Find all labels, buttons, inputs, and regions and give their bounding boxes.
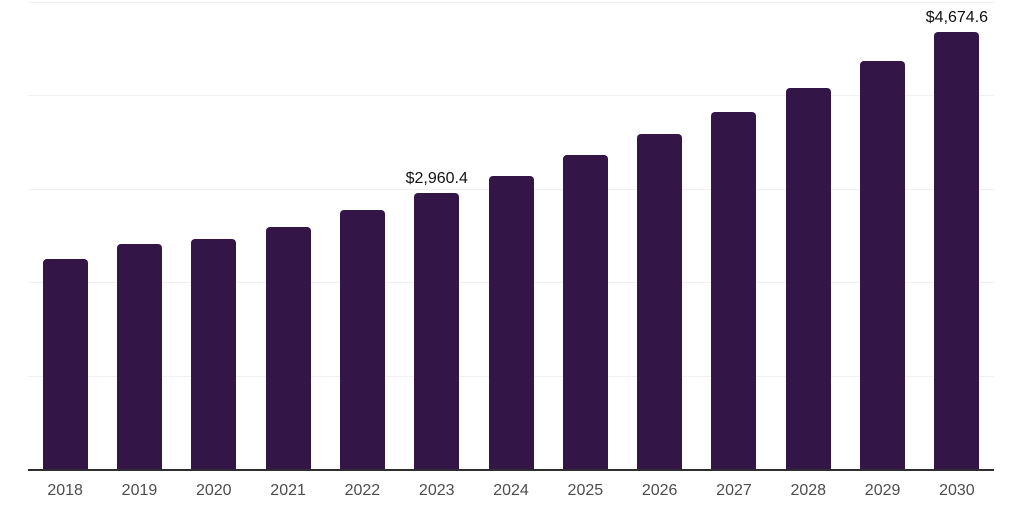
x-axis-line <box>28 469 994 471</box>
bar-slot <box>548 2 622 470</box>
bar <box>414 192 460 470</box>
bar-slot: $4,674.6 <box>920 2 994 470</box>
gridline <box>28 1 994 3</box>
bar <box>711 112 757 470</box>
bar <box>42 259 88 470</box>
value-label: $4,674.6 <box>925 9 989 27</box>
x-tick-label: 2026 <box>641 482 678 499</box>
gridline <box>28 95 994 97</box>
bar <box>339 209 385 470</box>
bars-track: $2,960.4 $4,674.6 <box>28 2 994 470</box>
x-axis-labels: 2018 2019 2020 2021 2022 2023 2024 2025 2026 2027… <box>28 481 994 500</box>
bar-slot <box>102 2 176 470</box>
bar-slot <box>251 2 325 470</box>
bar <box>191 238 237 470</box>
x-tick-label: 2018 <box>47 482 83 499</box>
bar-slot <box>845 2 919 470</box>
bar <box>934 32 980 470</box>
x-tick-label: 2020 <box>195 482 232 499</box>
x-tick-label: 2025 <box>567 482 604 499</box>
x-tick-label: 2029 <box>864 482 901 499</box>
bar-slot: $2,960.4 <box>400 2 474 470</box>
bar <box>116 244 162 470</box>
bar-slot <box>771 2 845 470</box>
x-tick-label: 2027 <box>716 482 752 499</box>
bar-slot <box>28 2 102 470</box>
x-tick-label: 2021 <box>270 482 306 499</box>
bar-slot <box>623 2 697 470</box>
bar <box>562 154 608 470</box>
bar-slot <box>325 2 399 470</box>
x-tick-label: 2022 <box>344 482 381 499</box>
bar <box>265 226 311 470</box>
x-tick-label: 2030 <box>939 482 975 499</box>
x-tick-label: 2024 <box>493 482 529 499</box>
bar <box>637 133 683 470</box>
bar <box>860 60 906 470</box>
value-label: $2,960.4 <box>405 169 468 187</box>
bar <box>785 88 831 470</box>
bar <box>488 176 534 470</box>
bar-slot <box>177 2 251 470</box>
x-tick-label: 2023 <box>418 482 455 499</box>
bar-slot <box>474 2 548 470</box>
x-tick-label: 2028 <box>790 482 827 499</box>
bar-slot <box>697 2 771 470</box>
x-tick-label: 2019 <box>121 482 158 499</box>
plot-area: $2,960.4 $4,674.6 <box>28 1 994 471</box>
